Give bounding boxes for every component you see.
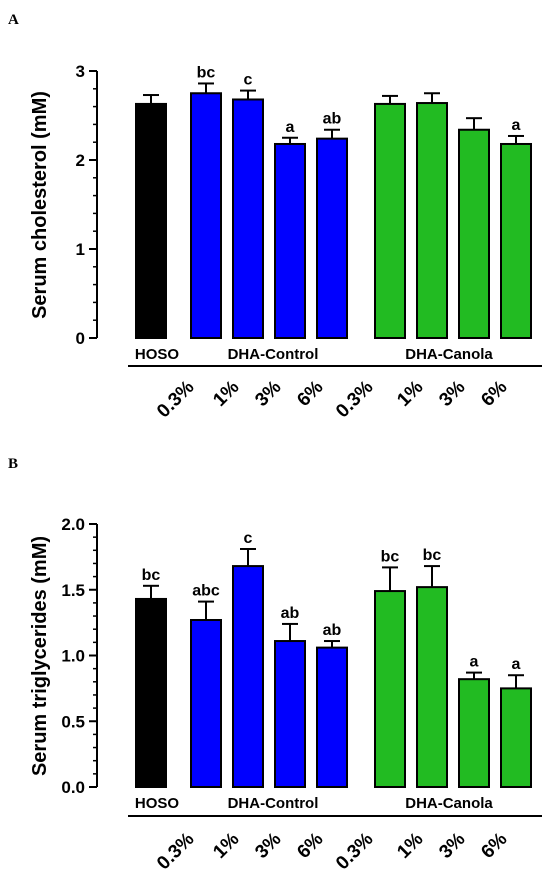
dose-label: 6% <box>477 829 511 863</box>
significance-label: ab <box>323 111 342 128</box>
panel-b-group-labels: HOSO DHA-Control DHA-Canola <box>135 795 493 812</box>
y-tick-label: 1.5 <box>61 581 85 600</box>
y-tick-label: 1.0 <box>61 647 85 666</box>
y-tick-label: 3 <box>76 62 85 81</box>
y-tick-label: 0.0 <box>61 778 85 797</box>
dose-label: 0.3% <box>332 829 378 875</box>
dose-label: 0.3% <box>332 377 378 423</box>
significance-label: a <box>470 654 479 671</box>
dose-label: 6% <box>477 377 511 411</box>
bar <box>316 137 348 339</box>
bar <box>416 102 448 340</box>
panel-b-y-axis: 0.0 0.5 1.0 1.5 2.0 <box>61 515 98 797</box>
dose-label: 6% <box>293 829 327 863</box>
panel-a-y-axis-title: Serum cholesterol (mM) <box>29 91 51 319</box>
dose-label: 3% <box>251 377 285 411</box>
panel-a-group-hoso: HOSO <box>135 346 180 363</box>
significance-label: c <box>244 530 253 547</box>
significance-label: a <box>512 656 521 673</box>
y-tick-label: 0 <box>76 329 85 348</box>
panel-b-dose-labels: 0.3% 1% 3% 6% 0.3% 1% 3% 6% <box>153 829 512 875</box>
bar <box>274 142 306 339</box>
significance-label: abc <box>192 583 220 600</box>
panel-a-y-axis: 0 1 2 3 <box>76 62 98 348</box>
dose-label: 3% <box>435 377 469 411</box>
dose-label: 1% <box>393 377 427 411</box>
dose-label: 1% <box>209 377 243 411</box>
y-tick-label: 0.5 <box>61 712 85 731</box>
significance-label: bc <box>142 567 161 584</box>
panel-a-group-labels: HOSO DHA-Control DHA-Canola <box>135 346 493 363</box>
panel-b-letter: B <box>8 456 18 472</box>
dose-label: 1% <box>393 829 427 863</box>
panel-a-bars: bc c a ab a <box>135 64 532 340</box>
panel-a: A Serum cholesterol (mM) 0 1 2 3 bc c a ab a HO… <box>8 12 542 422</box>
panel-b-group-hoso: HOSO <box>135 795 180 812</box>
significance-label: c <box>244 72 253 89</box>
panel-a-dose-labels: 0.3% 1% 3% 6% 0.3% 1% 3% 6% <box>153 377 512 423</box>
y-tick-label: 2.0 <box>61 515 85 534</box>
bar <box>500 142 532 339</box>
panel-b: B Serum triglycerides (mM) 0.0 0.5 1.0 1.5 2… <box>8 456 542 874</box>
significance-label: bc <box>381 548 400 565</box>
bar <box>190 92 222 339</box>
bar <box>316 646 348 788</box>
bar <box>232 98 264 340</box>
dose-label: 1% <box>209 829 243 863</box>
bar <box>232 565 264 789</box>
bar <box>135 597 167 789</box>
panel-b-group-dha-canola: DHA-Canola <box>405 795 493 812</box>
panel-a-letter: A <box>8 12 19 28</box>
dose-label: 3% <box>435 829 469 863</box>
dose-label: 0.3% <box>153 377 199 423</box>
bar <box>458 128 490 339</box>
significance-label: bc <box>423 547 442 564</box>
y-tick-label: 1 <box>76 240 85 259</box>
bar <box>190 618 222 788</box>
panel-a-group-dha-control: DHA-Control <box>228 346 319 363</box>
dose-label: 3% <box>251 829 285 863</box>
dose-label: 0.3% <box>153 829 199 875</box>
bar <box>374 590 406 788</box>
significance-label: ab <box>323 622 342 639</box>
panel-b-bars: bc abc c ab ab bc bc a a <box>135 530 532 789</box>
y-tick-label: 2 <box>76 151 85 170</box>
bar <box>500 687 532 788</box>
panel-a-group-dha-canola: DHA-Canola <box>405 346 493 363</box>
dose-label: 6% <box>293 377 327 411</box>
bar <box>374 102 406 340</box>
significance-label: ab <box>281 605 300 622</box>
bar <box>274 640 306 788</box>
panel-b-group-dha-control: DHA-Control <box>228 795 319 812</box>
significance-label: bc <box>197 64 216 81</box>
bar <box>458 678 490 788</box>
bar <box>416 586 448 788</box>
significance-label: a <box>512 117 521 134</box>
panel-b-y-axis-title: Serum triglycerides (mM) <box>29 536 51 776</box>
significance-label: a <box>286 119 295 136</box>
bar <box>135 102 167 340</box>
